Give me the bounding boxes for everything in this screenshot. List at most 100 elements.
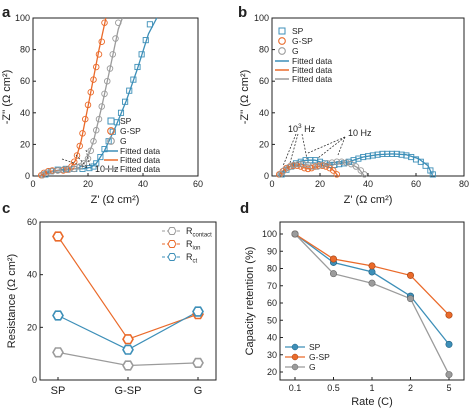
axis-ticks-c: 0 20 40 60 SP G-SP G [27, 217, 202, 397]
data-point-g [333, 158, 341, 166]
d-ytick-label: 90 [267, 246, 277, 256]
legend-a-marker-g [107, 137, 115, 145]
data-point-g [95, 115, 103, 123]
legend-c-rcontact-sub: contact [193, 233, 213, 239]
b-xtick-label: 60 [411, 179, 421, 189]
annot-line-a3 [85, 149, 91, 167]
data-point-sp [117, 109, 125, 116]
ylabel-b: -Z'' (Ω cm²) [239, 70, 251, 125]
data-point-sp [429, 171, 436, 178]
b-ytick-label: 20 [259, 139, 269, 149]
axis-ticks-b: 0 20 40 60 80 0 20 40 60 80 100 [254, 13, 469, 189]
annot-1e3-exp: 3 [298, 123, 302, 130]
data-point-g-sp [95, 51, 103, 58]
data-point-g-sp [293, 162, 301, 169]
data-point-g [445, 371, 453, 379]
panel-label-c: c [2, 200, 10, 217]
data-point-g-sp [70, 158, 78, 166]
d-xtick-label: 0.5 [327, 383, 340, 393]
data-points-c [52, 231, 204, 371]
b-xtick-label: 40 [363, 179, 373, 189]
data-point-g [290, 161, 297, 169]
b-ytick-label: 60 [259, 76, 269, 86]
annot-1e3-base: 10 [288, 124, 298, 134]
legend-a-label-sp: SP [120, 116, 132, 126]
data-point-g-sp [286, 163, 294, 170]
data-point-g-sp [329, 255, 337, 263]
data-point-g-sp [90, 76, 97, 83]
legend-d-marker-gsp [291, 353, 299, 361]
data-point-g [291, 230, 299, 238]
legend-b-marker-sp [278, 27, 286, 35]
b-xtick-label: 80 [459, 179, 469, 189]
data-point-g [328, 159, 336, 166]
d-xtick-label: 5 [446, 383, 451, 393]
data-point-g-sp [76, 142, 83, 150]
d-ytick-label: 100 [262, 229, 277, 239]
annotation-10hz-b: 10 Hz [307, 128, 372, 159]
data-point-sp [97, 153, 104, 161]
d-xtick-label: 2 [408, 383, 413, 393]
axis-ticks-a: 0 20 40 60 0 20 40 60 80 100 [15, 13, 203, 189]
annot-line-a2 [75, 154, 89, 169]
panel-d: 20 30 40 50 60 70 80 90 100 0.1 0.5 1 2 5 SP G-SP G R… [244, 221, 465, 408]
legend-c-marker-rcontact [167, 227, 177, 235]
b-xtick-label: 20 [315, 179, 325, 189]
data-point-g [309, 163, 317, 170]
legend-b-label-sp: SP [292, 26, 304, 36]
legend-b-label-fit-sp: Fitted data [292, 56, 332, 66]
b-ytick-label: 80 [259, 45, 269, 55]
legend-c-label-rct: Rct [186, 252, 198, 265]
data-point-g [90, 137, 97, 145]
data-point-sp [146, 21, 153, 28]
annot-line-b5 [317, 136, 346, 159]
c-ytick-label: 40 [27, 270, 37, 280]
data-points-d [291, 230, 453, 379]
legend-a-label-g: G [120, 136, 127, 146]
annot-line-b1 [282, 133, 297, 167]
data-point-g-sp [329, 167, 337, 174]
annot-line-b2 [289, 133, 299, 164]
data-point-g [114, 19, 122, 26]
d-ytick-label: 30 [267, 350, 277, 360]
a-ytick-label: 40 [20, 108, 30, 118]
c-xtick-label: G-SP [115, 385, 142, 397]
data-point-g [87, 147, 94, 154]
data-point-sp [126, 87, 133, 94]
ylabel-d: Capacity retention (%) [244, 247, 256, 356]
legend-c: Rcontact Rion Rct [162, 226, 212, 265]
legend-d-label-sp: SP [309, 342, 321, 352]
plot-frame-a [32, 17, 199, 177]
panel-label-d: d [240, 200, 249, 217]
data-point-r-contact [52, 347, 64, 358]
data-point-g-sp [301, 164, 308, 172]
plot-frame-d [279, 221, 465, 381]
data-point-g [101, 90, 108, 98]
data-point-r-contact [122, 360, 134, 371]
legend-d: SP G-SP G [285, 342, 330, 372]
a-ytick-label: 80 [20, 45, 30, 55]
fit-line-g [41, 17, 124, 177]
ylabel-c: Resistance (Ω cm²) [6, 254, 18, 348]
a-ytick-label: 100 [15, 13, 30, 23]
panel-c: 0 20 40 60 SP G-SP G Rcontact Rion Rct Resista… [6, 217, 217, 397]
data-point-g-sp [81, 115, 89, 123]
legend-c-marker-rct [167, 253, 177, 261]
data-point-g-sp [333, 171, 341, 178]
fit-line-g-sp [39, 17, 107, 177]
data-point-g-sp [406, 271, 414, 279]
data-point-g [295, 160, 302, 168]
data-point-g [103, 77, 111, 85]
data-point-g-sp [308, 164, 315, 172]
data-point-g [323, 160, 331, 167]
a-xtick-label: 20 [83, 179, 93, 189]
data-point-g [280, 167, 288, 174]
data-point-g [329, 270, 337, 278]
c-xtick-label: G [194, 385, 203, 397]
data-point-g-sp [92, 63, 100, 71]
data-point-r-ion [52, 231, 64, 242]
